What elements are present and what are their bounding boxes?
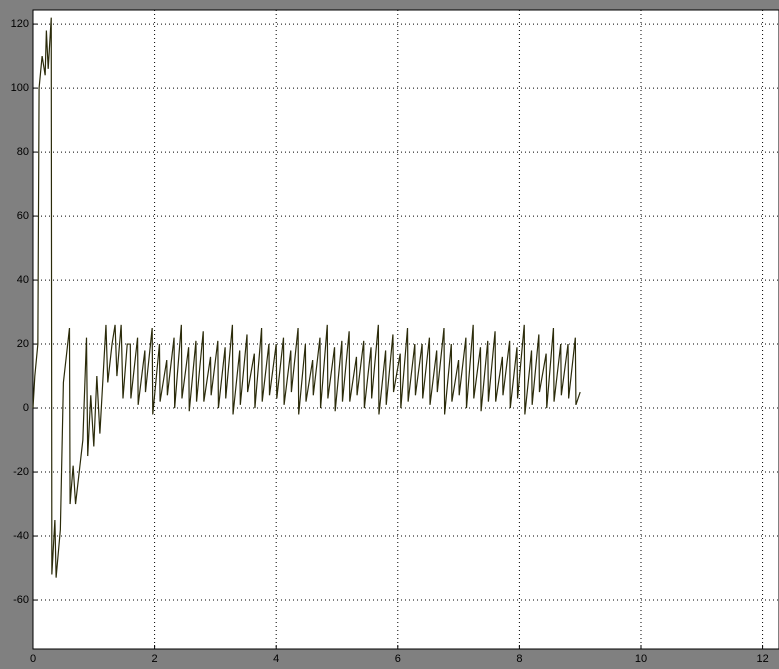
x-tick-label: 2 — [152, 653, 158, 665]
y-tick-label: 20 — [17, 338, 29, 350]
y-tick-label: -60 — [13, 594, 29, 606]
data-line — [32, 17, 581, 578]
y-tick-label: 0 — [23, 402, 29, 414]
y-tick-label: -20 — [13, 466, 29, 478]
x-tick-label: 8 — [516, 653, 522, 665]
x-tick-label: 12 — [756, 653, 768, 665]
y-tick-label: -40 — [13, 530, 29, 542]
x-tick-label: 10 — [635, 653, 647, 665]
x-tick-label: 6 — [395, 653, 401, 665]
y-tick-label: 40 — [17, 274, 29, 286]
y-tick-label: 120 — [11, 18, 29, 30]
y-tick-label: 100 — [11, 82, 29, 94]
y-tick-label: 80 — [17, 146, 29, 158]
x-tick-label: 4 — [273, 653, 279, 665]
y-tick-label: 60 — [17, 210, 29, 222]
plot-area — [32, 9, 779, 650]
x-tick-label: 0 — [30, 653, 36, 665]
